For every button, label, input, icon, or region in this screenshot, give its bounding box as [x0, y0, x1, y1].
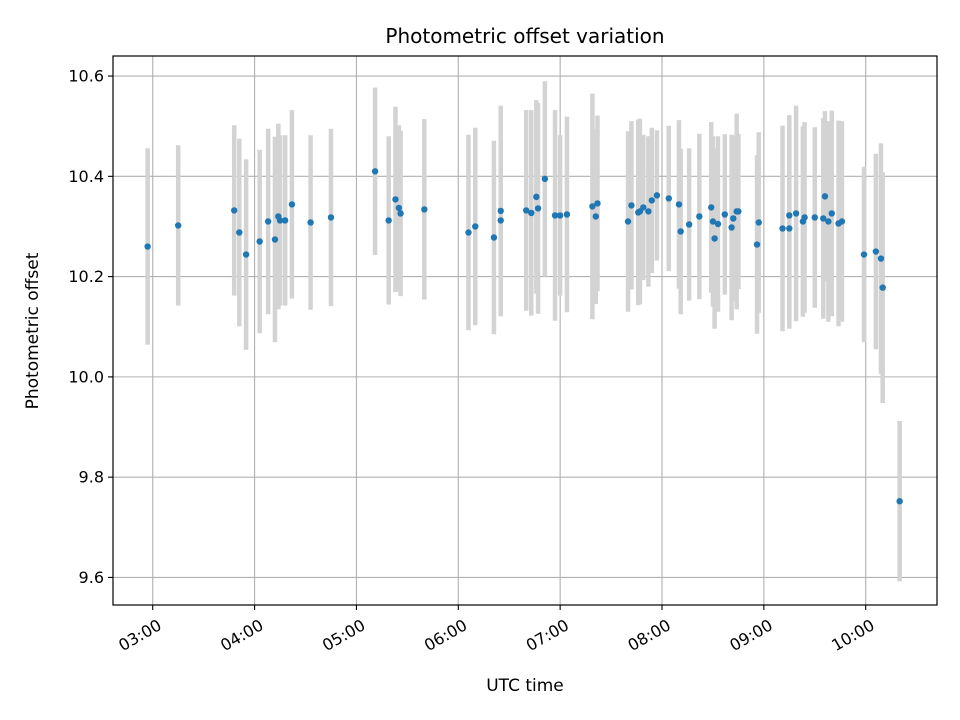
data-point [490, 234, 498, 241]
data-point [421, 206, 428, 213]
data-point [735, 208, 742, 215]
x-axis-label: UTC time [486, 676, 564, 696]
data-point [327, 214, 335, 221]
data-point [811, 214, 818, 221]
data-point [755, 219, 762, 226]
data-point [665, 195, 672, 202]
data-point [534, 205, 542, 212]
data-point [231, 207, 238, 214]
data-point [628, 202, 635, 209]
data-point [288, 201, 296, 208]
data-point [271, 236, 279, 243]
data-point [236, 229, 243, 236]
data-point [392, 196, 399, 203]
data-point [801, 214, 808, 221]
data-point [709, 218, 717, 225]
data-point [728, 224, 735, 231]
data-point [385, 217, 392, 224]
data-point [551, 212, 559, 219]
data-point [256, 238, 263, 245]
data-point [711, 235, 718, 242]
data-point [786, 212, 793, 219]
chart-title: Photometric offset variation [385, 24, 664, 48]
data-point [721, 211, 729, 218]
data-point [648, 197, 656, 204]
data-point [708, 204, 715, 211]
data-point [677, 228, 684, 235]
data-point [828, 210, 835, 217]
y-tick-label: 10.0 [68, 367, 104, 386]
data-point [472, 223, 479, 230]
data-point [281, 217, 289, 224]
y-tick-label: 10.2 [68, 267, 104, 286]
y-tick-label: 9.8 [79, 468, 104, 487]
data-point [395, 204, 403, 212]
y-tick-label: 9.6 [79, 568, 104, 587]
data-point [242, 251, 250, 258]
data-point [872, 248, 880, 255]
data-point [653, 192, 661, 199]
data-point [264, 218, 272, 225]
data-point [730, 215, 737, 222]
data-point [541, 175, 549, 183]
data-point [879, 284, 886, 291]
data-point [528, 209, 535, 217]
data-point [877, 255, 885, 262]
data-point [592, 213, 599, 220]
plot-frame [112, 55, 938, 606]
data-point [307, 219, 314, 226]
data-point [820, 215, 827, 222]
data-point [786, 225, 793, 232]
data-point [779, 225, 786, 232]
data-point [594, 200, 601, 207]
data-point [645, 208, 652, 215]
data-point [821, 193, 829, 200]
data-point [533, 193, 540, 201]
data-point [685, 221, 693, 228]
data-point [144, 243, 151, 250]
data-point [497, 217, 504, 224]
data-point [624, 218, 632, 225]
data-point [714, 220, 722, 228]
data-point [397, 210, 404, 217]
data-point [465, 229, 472, 236]
data-point [696, 213, 703, 220]
data-point [563, 211, 571, 218]
data-point [860, 251, 868, 258]
data-point [276, 217, 284, 224]
data-point [753, 241, 761, 248]
data-point [896, 498, 903, 505]
y-tick-label: 10.4 [68, 167, 104, 186]
y-axis-label: Photometric offset [23, 252, 43, 409]
data-point [371, 168, 379, 175]
data-point [825, 218, 832, 225]
data-points [144, 168, 903, 505]
data-point [556, 212, 564, 219]
data-point [522, 207, 530, 214]
y-tick-label: 10.6 [68, 67, 104, 86]
data-point [792, 210, 800, 217]
data-point [838, 218, 846, 225]
data-point [497, 207, 504, 215]
data-point [675, 201, 683, 208]
data-point [640, 204, 647, 211]
data-point [174, 222, 182, 229]
data-point [589, 203, 596, 210]
